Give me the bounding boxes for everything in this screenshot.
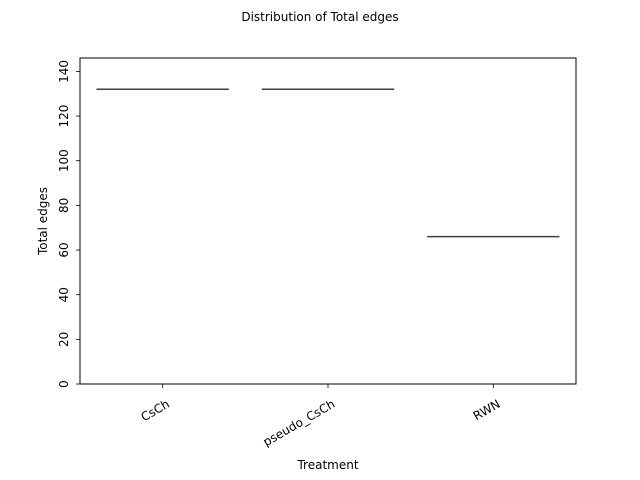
y-tick-label: 140 (57, 60, 71, 83)
y-tick-label: 100 (57, 149, 71, 172)
series-layer (96, 88, 560, 238)
y-tick-label: 60 (57, 242, 71, 257)
y-tick-label: 20 (57, 332, 71, 347)
y-tick-label: 80 (57, 198, 71, 213)
chart-title: Distribution of Total edges (241, 10, 398, 24)
y-tick-label: 40 (57, 287, 71, 302)
plot-area: CsCh pseudo_CsCh RWN 0 20 40 60 80 100 120 140 (57, 57, 577, 449)
x-tick-label: RWN (471, 397, 503, 423)
y-tick-label: 0 (57, 380, 71, 388)
x-ticks: CsCh pseudo_CsCh RWN (138, 384, 503, 449)
x-axis-label: Treatment (296, 458, 358, 472)
y-axis-label: Total edges (36, 187, 50, 256)
plot-frame (79, 57, 577, 385)
y-ticks: 0 20 40 60 80 100 120 140 (57, 60, 80, 388)
plot-background (80, 58, 576, 384)
y-tick-label: 120 (57, 105, 71, 128)
x-tick-label: pseudo_CsCh (261, 397, 338, 449)
x-tick-label: CsCh (138, 397, 172, 424)
